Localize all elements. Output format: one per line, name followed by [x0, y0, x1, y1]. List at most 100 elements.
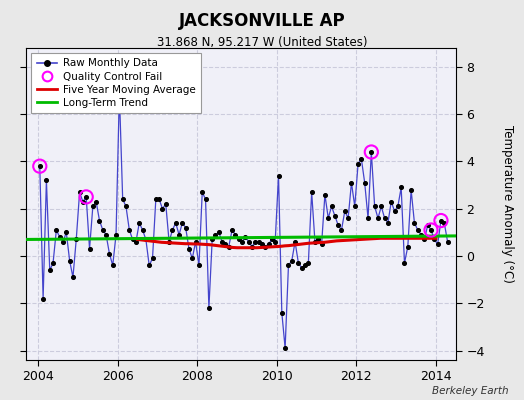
Point	[52, 227, 61, 233]
Point	[427, 227, 435, 233]
Point	[265, 241, 273, 247]
Point	[427, 227, 435, 233]
Point	[221, 241, 230, 247]
Point	[69, 274, 77, 280]
Point	[347, 180, 356, 186]
Point	[308, 189, 316, 195]
Point	[85, 246, 94, 252]
Point	[291, 239, 299, 245]
Point	[403, 243, 412, 250]
Point	[337, 227, 346, 233]
Point	[148, 255, 157, 262]
Point	[105, 250, 114, 257]
Point	[354, 161, 362, 167]
Point	[175, 232, 183, 238]
Point	[367, 149, 376, 155]
Point	[228, 227, 236, 233]
Point	[211, 232, 220, 238]
Point	[268, 236, 276, 243]
Point	[128, 236, 137, 243]
Point	[155, 196, 163, 202]
Point	[304, 260, 312, 266]
Point	[314, 236, 322, 243]
Point	[185, 246, 193, 252]
Point	[364, 215, 372, 221]
Point	[361, 180, 369, 186]
Point	[255, 239, 263, 245]
Point	[82, 194, 90, 200]
Point	[66, 258, 74, 264]
Point	[318, 241, 326, 247]
Point	[95, 217, 104, 224]
Point	[115, 90, 124, 96]
Point	[258, 241, 266, 247]
Point	[377, 203, 386, 210]
Point	[334, 222, 342, 228]
Point	[215, 229, 223, 236]
Point	[208, 236, 216, 243]
Point	[351, 203, 359, 210]
Point	[251, 239, 259, 245]
Point	[437, 217, 445, 224]
Point	[99, 227, 107, 233]
Point	[188, 255, 196, 262]
Point	[145, 262, 154, 269]
Point	[36, 163, 44, 169]
Point	[108, 262, 117, 269]
Point	[102, 232, 110, 238]
Point	[410, 220, 419, 226]
Point	[158, 206, 167, 212]
Point	[198, 189, 206, 195]
Point	[374, 215, 382, 221]
Point	[181, 224, 190, 231]
Point	[59, 239, 67, 245]
Point	[417, 232, 425, 238]
Legend: Raw Monthly Data, Quality Control Fail, Five Year Moving Average, Long-Term Tren: Raw Monthly Data, Quality Control Fail, …	[31, 53, 201, 113]
Point	[56, 234, 64, 240]
Text: 31.868 N, 95.217 W (United States): 31.868 N, 95.217 W (United States)	[157, 36, 367, 49]
Point	[420, 236, 429, 243]
Point	[205, 305, 213, 311]
Point	[275, 172, 283, 179]
Point	[132, 239, 140, 245]
Point	[341, 208, 349, 214]
Text: Berkeley Earth: Berkeley Earth	[432, 386, 508, 396]
Point	[281, 345, 289, 351]
Point	[433, 241, 442, 247]
Point	[390, 208, 399, 214]
Point	[112, 232, 120, 238]
Y-axis label: Temperature Anomaly (°C): Temperature Anomaly (°C)	[501, 125, 515, 283]
Point	[285, 262, 293, 269]
Point	[248, 243, 256, 250]
Point	[437, 217, 445, 224]
Point	[138, 227, 147, 233]
Point	[357, 156, 366, 162]
Point	[49, 260, 57, 266]
Point	[294, 260, 302, 266]
Point	[218, 239, 226, 245]
Point	[413, 227, 422, 233]
Point	[440, 220, 449, 226]
Point	[387, 198, 396, 205]
Point	[298, 265, 306, 271]
Point	[46, 267, 54, 273]
Point	[311, 239, 319, 245]
Point	[191, 239, 200, 245]
Point	[288, 258, 296, 264]
Point	[407, 187, 416, 193]
Point	[235, 236, 243, 243]
Point	[92, 198, 100, 205]
Point	[165, 239, 173, 245]
Point	[42, 177, 51, 184]
Point	[261, 243, 269, 250]
Point	[72, 236, 81, 243]
Point	[394, 203, 402, 210]
Point	[231, 232, 239, 238]
Point	[430, 236, 439, 243]
Point	[400, 260, 409, 266]
Point	[168, 227, 177, 233]
Point	[301, 262, 309, 269]
Point	[367, 149, 376, 155]
Point	[75, 189, 84, 195]
Point	[151, 196, 160, 202]
